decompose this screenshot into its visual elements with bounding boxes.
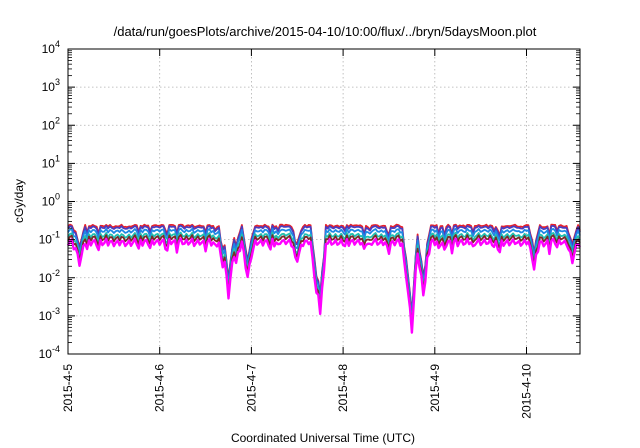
y-tick-labels: 104 103 102 101 100 10-1 10-2 10-3 10-4 <box>39 39 60 361</box>
y-tick-label: 102 <box>42 115 60 132</box>
y-tick-label: 100 <box>42 192 60 209</box>
x-tick-label: 2015-4-8 <box>336 364 350 412</box>
grid <box>68 49 580 354</box>
series-line-6 <box>66 237 582 334</box>
x-axis-label: Coordinated Universal Time (UTC) <box>231 431 415 445</box>
y-tick-label: 10-3 <box>39 306 60 323</box>
series-group <box>66 223 582 334</box>
x-tick-label: 2015-4-6 <box>153 364 167 412</box>
y-tick-label: 10-2 <box>39 268 60 285</box>
x-tick-labels: 2015-4-5 2015-4-6 2015-4-7 2015-4-8 2015-4-9… <box>61 364 534 419</box>
x-tick-label: 2015-4-10 <box>520 364 534 419</box>
ticks <box>67 48 580 355</box>
x-tick-label: 2015-4-5 <box>61 364 75 412</box>
y-tick-label: 104 <box>42 39 60 56</box>
x-tick-label: 2015-4-9 <box>428 364 442 412</box>
y-tick-label: 10-1 <box>39 230 60 247</box>
x-tick-label: 2015-4-7 <box>244 364 258 412</box>
y-tick-label: 10-4 <box>39 344 60 361</box>
y-axis-label: cGy/day <box>12 179 26 223</box>
y-tick-label: 103 <box>42 77 60 94</box>
y-tick-label: 101 <box>42 153 60 170</box>
chart-title: /data/run/goesPlots/archive/2015-04-10/1… <box>114 24 537 39</box>
